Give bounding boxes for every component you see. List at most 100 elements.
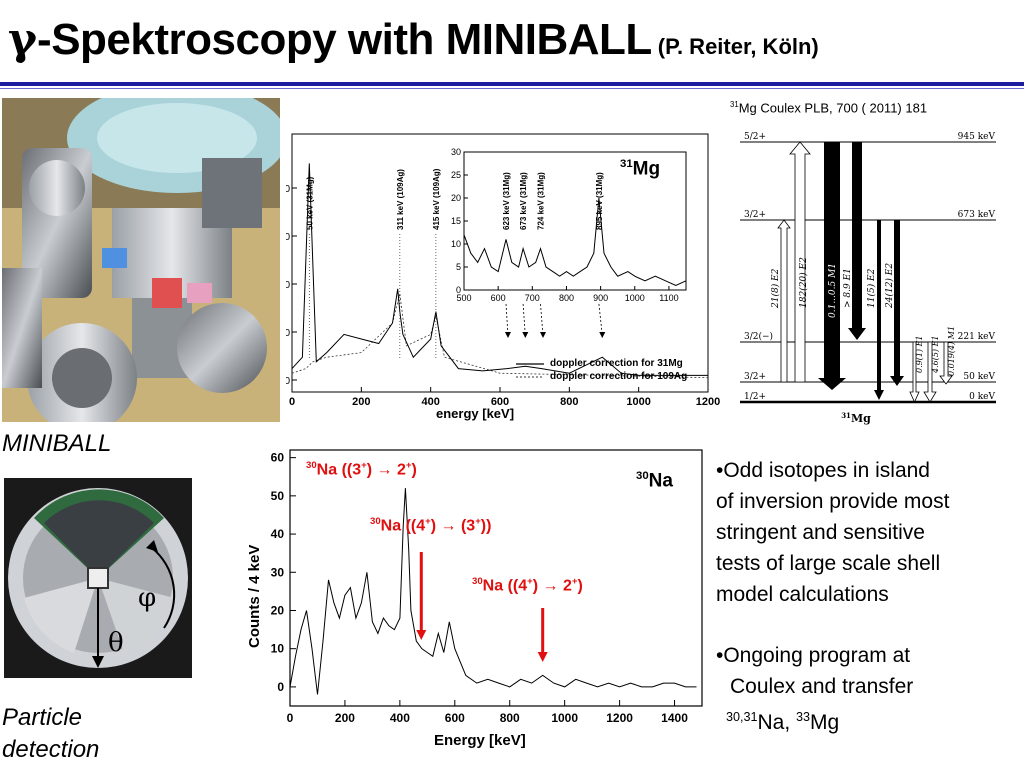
na30-xtick-label: 200 — [335, 711, 355, 725]
mg31-xlabel: energy [keV] — [436, 406, 515, 421]
inset-peak-label: 673 keV (31Mg) — [519, 172, 528, 230]
inset-peak-arrowhead — [504, 332, 511, 338]
mg31-xtick-label: 0 — [289, 396, 295, 408]
legend-label-109ag: doppler correction for 109Ag — [550, 371, 688, 382]
bullet-1-line-3: stringent and sensitive — [716, 521, 925, 544]
particle-detector-photo: φ θ — [4, 478, 192, 678]
page-title: γ-Spektroscopy with MINIBALL (P. Reiter, … — [8, 14, 819, 74]
inset-series — [463, 197, 687, 286]
na30-xtick-label: 1400 — [661, 711, 688, 725]
mg31-nucleus-text: Mg — [632, 158, 661, 180]
inset-xtick-label: 600 — [491, 293, 506, 303]
na30-xtick-label: 1000 — [551, 711, 578, 725]
title-rule-thin — [0, 88, 1024, 89]
mg31-xtick-label: 800 — [560, 396, 578, 408]
mg31-ytick-label: 0 — [286, 184, 290, 195]
inset-ytick-label: 20 — [451, 193, 461, 203]
na30-plot-frame — [289, 449, 703, 707]
inset-peak-arrow — [540, 303, 544, 336]
transition-open-1 — [777, 219, 791, 383]
na30-annotation-3: 30Na ((4+) → 2+) — [472, 576, 583, 595]
bullet-2-line-2: Coulex and transfer — [730, 675, 914, 698]
bullet-1-line-1: •Odd isotopes in island — [716, 459, 930, 482]
bullet-block-2: •Ongoing program at Coulex and transfer … — [716, 640, 1016, 738]
transition-open-5 — [939, 341, 953, 385]
transition-open-3 — [909, 341, 920, 403]
transition-label-2: 182(20) E2 — [798, 257, 809, 308]
mg31-nucleus-label: 31Mg — [620, 158, 660, 180]
na30-ytick-label: 60 — [271, 451, 285, 465]
na30-ytick-label: 30 — [271, 565, 285, 579]
na30-series — [289, 488, 697, 695]
level-spin-0: 1/2+ — [744, 392, 766, 402]
inset-xtick-label: 1100 — [659, 293, 678, 303]
theta-symbol: θ — [108, 628, 124, 658]
na30-annotation-2: 30Na ((4+) → (3+)) — [370, 516, 492, 535]
transition-black-4 — [890, 220, 904, 386]
na30-ytick-label: 20 — [271, 603, 285, 617]
mg31-peak-label: 50 keV (31Mg) — [305, 176, 314, 230]
mg31-xtick-label: 1200 — [696, 396, 720, 408]
bullet-block-1: •Odd isotopes in island of inversion pro… — [716, 455, 1016, 610]
level-spin-945: 5/2+ — [744, 132, 766, 142]
na30-nucleus-sup: 30 — [636, 470, 649, 482]
transition-label-3: 0.1...0.5 M1 — [828, 263, 838, 318]
inset-peak-arrowhead — [599, 332, 606, 338]
level-spin-221: 3/2(−) — [744, 331, 773, 342]
phi-symbol: φ — [138, 583, 157, 613]
inset-peak-arrowhead — [522, 332, 529, 338]
level-spin-50: 3/2+ — [744, 372, 766, 382]
mg31-nucleus-sup: 31 — [620, 158, 633, 170]
transition-label-1: 21(8) E2 — [770, 268, 781, 309]
transition-open-4 — [923, 341, 937, 403]
level-scheme-reference: 31Mg Coulex PLB, 700 ( 2011) 181 — [730, 100, 927, 115]
na30-xtick-label: 0 — [287, 711, 294, 725]
transition-label-9: 0.019(4) M1 — [947, 326, 956, 376]
inset-ytick-label: 30 — [451, 147, 461, 157]
mg31-ytick-label: 0 — [286, 328, 290, 339]
na30-ytick-label: 40 — [271, 527, 285, 541]
inset-xtick-label: 900 — [593, 293, 608, 303]
na30-spectrum-chart: 0 10 20 30 40 50 60 0 200 400 600 800 1000 1200 1400 — [271, 449, 703, 725]
mg31-ytick-label: 0 — [286, 280, 290, 291]
transition-label-7: 0.9(1) E1 — [915, 335, 924, 373]
na30-spectrum-panel: 0 10 20 30 40 50 60 0 200 400 600 800 1000 1200 1400 … — [244, 440, 714, 762]
transition-black-2 — [848, 142, 866, 340]
particle-caption-2: detection — [2, 736, 100, 763]
transition-label-5: 11(5) E2 — [866, 268, 877, 308]
transition-label-4: > 8.9 E1 — [843, 268, 853, 308]
transition-label-6: 24(12) E2 — [884, 263, 895, 309]
legend-label-31mg: doppler correction for 31Mg — [550, 358, 683, 369]
inset-ytick-label: 10 — [451, 239, 461, 249]
level-energy-50: 50 keV — [963, 372, 995, 382]
inset-xtick-label: 700 — [525, 293, 540, 303]
na30-ytick-label: 10 — [271, 642, 285, 656]
level-energy-673: 673 keV — [958, 210, 996, 220]
mg31-xtick-label: 1000 — [626, 396, 650, 408]
na30-xtick-label: 1200 — [606, 711, 633, 725]
level-scheme-diagram: 21(8) E2 182(20) E2 0.1...0.5 M1 > 8.9 E… — [740, 132, 996, 425]
transition-open-2 — [789, 141, 811, 383]
transition-black-1 — [818, 142, 846, 390]
mg31-xtick-label: 200 — [352, 396, 370, 408]
na30-xlabel: Energy [keV] — [434, 732, 526, 749]
inset-peak-arrow — [598, 303, 603, 336]
na30-ylabel: Counts / 4 keV — [246, 544, 263, 648]
level-scheme: 21(8) E2 182(20) E2 0.1...0.5 M1 > 8.9 E… — [728, 128, 1004, 428]
mg31-xtick-label: 400 — [421, 396, 439, 408]
transition-label-8: 4.6(5) E1 — [931, 335, 940, 374]
reference-text: Mg Coulex PLB, 700 ( 2011) 181 — [738, 100, 928, 116]
bullet-2-line-3: 30,31Na, 33Mg — [726, 710, 840, 734]
inset-xtick-label: 800 — [559, 293, 574, 303]
bullet-2-line-1: •Ongoing program at — [716, 644, 911, 667]
bullet-1-line-5: model calculations — [716, 583, 889, 606]
inset-ytick-label: 15 — [451, 216, 461, 226]
title-gamma: γ — [8, 14, 38, 65]
na30-nucleus-text: Na — [648, 470, 673, 492]
na30-xtick-label: 400 — [390, 711, 410, 725]
title-rule — [0, 82, 1024, 86]
na30-xtick-label: 800 — [500, 711, 520, 725]
na30-ytick-label: 0 — [277, 680, 284, 694]
inset-peak-label: 724 keV (31Mg) — [537, 172, 546, 230]
